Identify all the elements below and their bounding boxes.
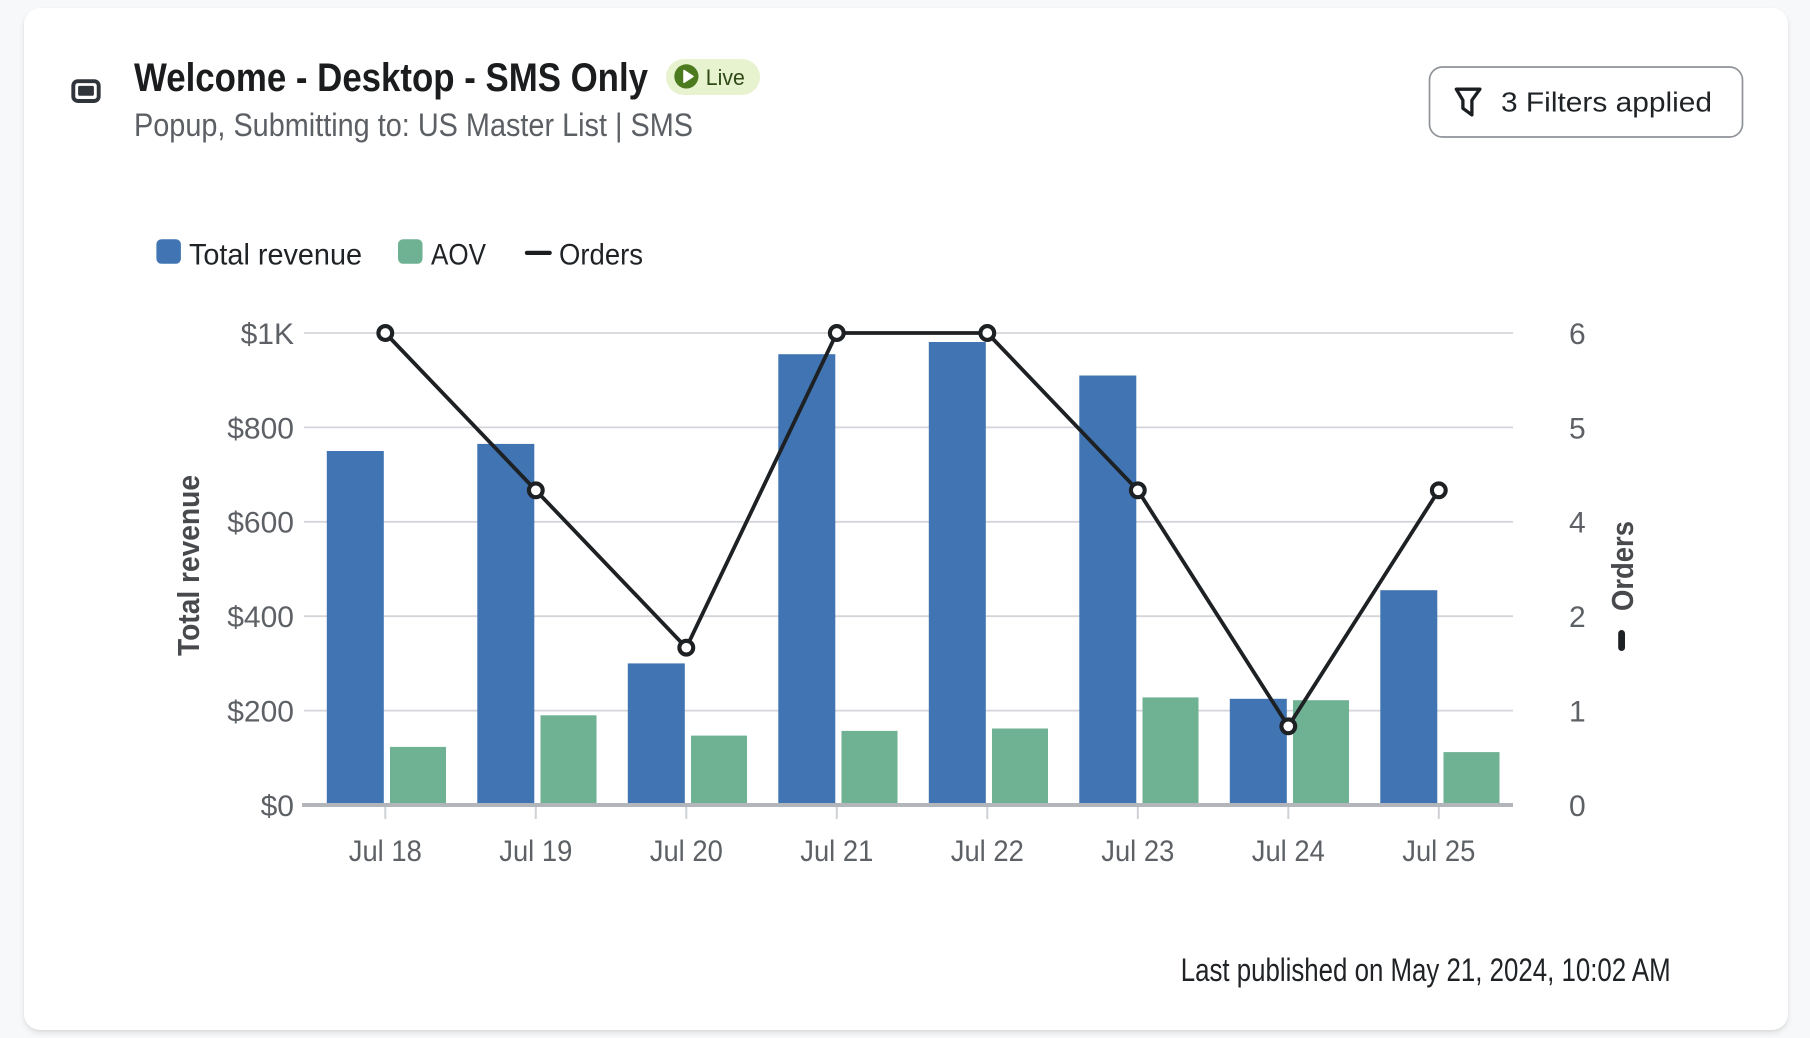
svg-text:Jul 23: Jul 23 (1101, 835, 1174, 868)
svg-text:$200: $200 (227, 696, 294, 729)
svg-text:1: 1 (1569, 696, 1586, 729)
svg-text:$1K: $1K (241, 318, 294, 351)
svg-text:Jul 22: Jul 22 (951, 835, 1024, 868)
svg-text:Orders: Orders (559, 239, 643, 272)
svg-text:Jul 24: Jul 24 (1252, 835, 1325, 868)
svg-text:Total revenue: Total revenue (171, 475, 206, 656)
svg-text:0: 0 (1569, 790, 1586, 823)
svg-text:$0: $0 (261, 790, 294, 823)
svg-text:4: 4 (1569, 507, 1586, 540)
svg-text:Jul 19: Jul 19 (499, 835, 572, 868)
svg-text:5: 5 (1569, 412, 1586, 445)
svg-text:Orders: Orders (1605, 521, 1640, 611)
svg-text:6: 6 (1569, 318, 1586, 351)
svg-text:AOV: AOV (431, 239, 486, 272)
svg-text:Last published on May 21, 2024: Last published on May 21, 2024, 10:02 AM (1181, 952, 1671, 988)
svg-text:Jul 21: Jul 21 (800, 835, 873, 868)
svg-text:Jul 25: Jul 25 (1402, 835, 1475, 868)
svg-text:$600: $600 (227, 507, 294, 540)
svg-text:Welcome - Desktop - SMS Only: Welcome - Desktop - SMS Only (134, 56, 649, 100)
svg-text:2: 2 (1569, 601, 1586, 634)
svg-text:Jul 18: Jul 18 (349, 835, 422, 868)
svg-text:$800: $800 (227, 412, 294, 445)
svg-text:Jul 20: Jul 20 (650, 835, 723, 868)
svg-text:Total revenue: Total revenue (189, 239, 362, 272)
svg-text:$400: $400 (227, 601, 294, 634)
svg-text:3 Filters applied: 3 Filters applied (1501, 87, 1712, 118)
svg-text:Popup, Submitting to: US Maste: Popup, Submitting to: US Master List | S… (134, 107, 693, 143)
svg-text:Live: Live (706, 65, 745, 90)
